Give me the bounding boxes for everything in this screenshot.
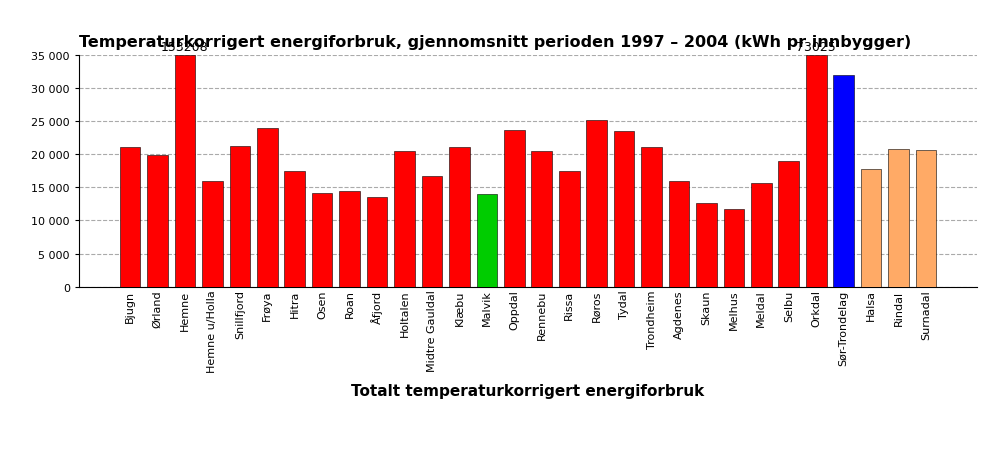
Bar	[312, 194, 332, 287]
Bar	[915, 151, 936, 287]
Bar	[669, 182, 688, 287]
Bar	[202, 182, 223, 287]
Bar	[476, 194, 497, 287]
Bar	[806, 56, 825, 287]
Bar	[504, 131, 525, 287]
Bar	[449, 148, 469, 287]
X-axis label: Totalt temperaturkorrigert energiforbruk: Totalt temperaturkorrigert energiforbruk	[351, 383, 704, 399]
Bar	[175, 56, 195, 287]
Text: 153208: 153208	[161, 41, 209, 54]
Bar	[860, 169, 880, 287]
Bar	[339, 192, 360, 287]
Bar	[284, 171, 305, 287]
Text: 73025: 73025	[796, 41, 835, 54]
Bar	[393, 152, 414, 287]
Bar	[367, 197, 387, 287]
Bar	[723, 210, 743, 287]
Bar	[778, 162, 799, 287]
Bar	[147, 156, 168, 287]
Bar	[530, 152, 551, 287]
Text: Temperaturkorrigert energiforbruk, gjennomsnitt perioden 1997 – 2004 (kWh pr inn: Temperaturkorrigert energiforbruk, gjenn…	[79, 35, 910, 50]
Bar	[119, 148, 140, 287]
Bar	[421, 176, 442, 287]
Bar	[750, 184, 771, 287]
Bar	[695, 204, 716, 287]
Bar	[586, 120, 606, 287]
Bar	[256, 128, 277, 287]
Bar	[887, 150, 908, 287]
Bar	[230, 147, 249, 287]
Bar	[613, 131, 634, 287]
Bar	[558, 171, 579, 287]
Bar	[832, 76, 853, 287]
Bar	[641, 148, 662, 287]
